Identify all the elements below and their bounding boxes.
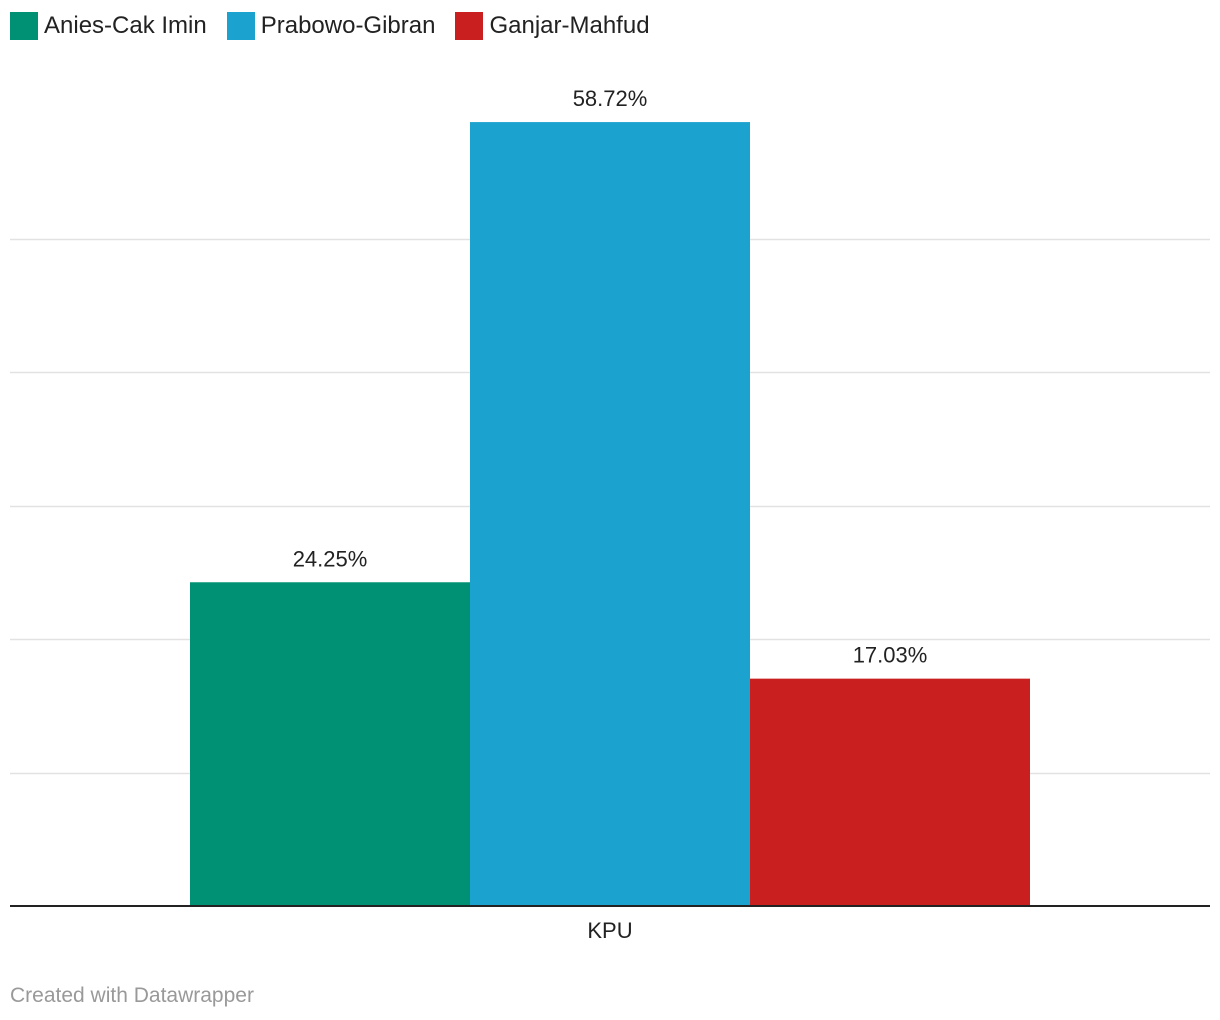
value-label-ganjar-mahfud: 17.03% [853,643,928,668]
bar-anies-cak-imin [190,582,470,906]
x-axis: KPU [587,918,632,943]
value-label-prabowo-gibran: 58.72% [573,86,648,111]
bar-labels: 24.25% 58.72% 17.03% [293,86,928,668]
legend-item-ganjar-mahfud: Ganjar-Mahfud [455,12,650,40]
datawrapper-credit: Created with Datawrapper [10,984,254,1007]
legend-swatch-anies-cak-imin [10,12,38,40]
chart-legend: Anies-Cak Imin Prabowo-Gibran Ganjar-Mah… [10,12,650,40]
legend-item-prabowo-gibran: Prabowo-Gibran [226,12,436,40]
legend-label-ganjar-mahfud: Ganjar-Mahfud [489,12,650,39]
legend-swatch-ganjar-mahfud [455,12,484,40]
value-label-anies-cak-imin: 24.25% [293,546,368,571]
bar-prabowo-gibran [470,122,750,906]
legend-label-anies-cak-imin: Anies-Cak Imin [44,12,207,39]
legend-swatch-prabowo-gibran [226,12,255,40]
bars [190,122,1030,906]
x-tick-label: KPU [587,918,632,943]
legend-label-prabowo-gibran: Prabowo-Gibran [260,12,436,39]
bar-ganjar-mahfud [750,678,1030,906]
legend-item-anies-cak-imin: Anies-Cak Imin [10,12,207,40]
